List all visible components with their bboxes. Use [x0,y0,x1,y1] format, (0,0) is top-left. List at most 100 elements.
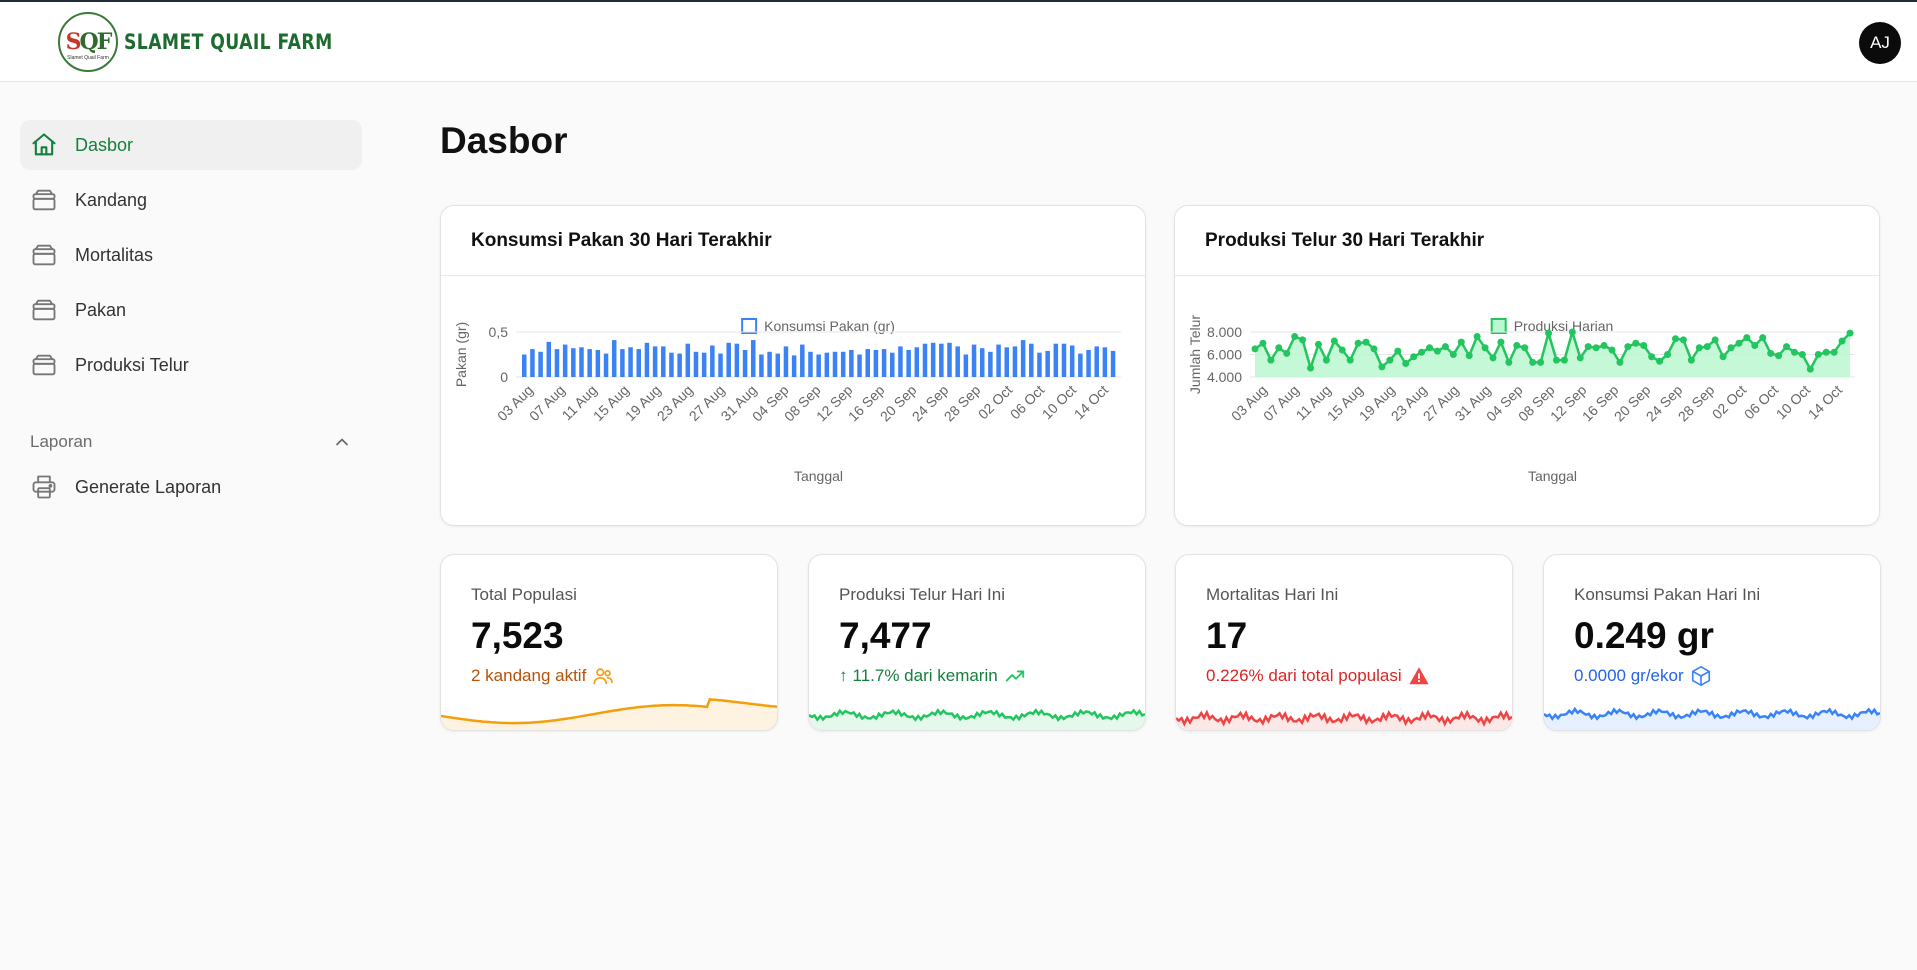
data-point[interactable] [1314,340,1322,348]
data-point[interactable] [1481,344,1489,352]
bar[interactable] [734,343,740,377]
bar[interactable] [767,351,772,377]
data-point[interactable] [1513,342,1521,349]
bar[interactable] [906,350,911,377]
data-point[interactable] [1410,353,1418,361]
data-point[interactable] [1664,351,1672,358]
bar[interactable] [849,350,854,377]
bar[interactable] [930,342,936,377]
bar[interactable] [742,350,748,377]
data-point[interactable] [1735,339,1743,347]
bar[interactable] [530,349,535,377]
bar[interactable] [587,349,592,377]
bar[interactable] [1020,340,1026,377]
data-point[interactable] [1695,344,1703,352]
bar[interactable] [1110,350,1116,377]
legend[interactable]: Produksi Harian [1490,318,1614,334]
stat-card-total-populasi[interactable]: Total Populasi 7,523 2 kandang aktif [440,554,778,731]
data-point[interactable] [1473,333,1481,340]
data-point[interactable] [1251,345,1259,353]
bar[interactable] [546,341,552,377]
sidebar-item-mortalitas[interactable]: Mortalitas [20,230,362,280]
data-point[interactable] [1537,358,1545,366]
bar[interactable] [522,354,527,378]
bar[interactable] [1069,345,1075,378]
bar[interactable] [873,350,879,377]
data-point[interactable] [1330,337,1338,345]
bar[interactable] [963,354,969,378]
bar[interactable] [718,353,723,377]
data-point[interactable] [1798,351,1806,358]
bar[interactable] [800,344,805,377]
data-point[interactable] [1307,364,1315,372]
bar[interactable] [628,347,633,377]
app-logo[interactable]: SQF Slamet Quail Farm SLAMET QUAIL FARM [58,12,378,72]
data-point[interactable] [1489,354,1497,362]
data-point[interactable] [1806,365,1814,373]
bar[interactable] [979,348,985,377]
data-point[interactable] [1529,358,1537,366]
sidebar-item-pakan[interactable]: Pakan [20,285,362,335]
sidebar-item-kandang[interactable]: Kandang [20,175,362,225]
data-point[interactable] [1703,343,1711,351]
bar[interactable] [701,352,707,377]
bar[interactable] [595,350,601,377]
data-point[interactable] [1822,348,1830,356]
bar[interactable] [775,353,781,377]
user-avatar[interactable]: AJ [1859,22,1901,64]
data-point[interactable] [1640,342,1648,349]
bar[interactable] [1078,353,1083,377]
bar[interactable] [562,344,568,377]
chevron-up-icon[interactable] [332,432,352,452]
bar[interactable] [1053,343,1059,377]
bar[interactable] [808,351,813,377]
sidebar-section-laporan[interactable]: Laporan [20,422,362,462]
legend[interactable]: Konsumsi Pakan (gr) [741,318,895,334]
bar[interactable] [1012,346,1018,377]
bar[interactable] [693,351,699,377]
bar[interactable] [620,349,625,377]
bar[interactable] [710,345,715,378]
data-point[interactable] [1505,358,1513,366]
data-point[interactable] [1775,352,1783,360]
data-point[interactable] [1267,356,1275,364]
bar[interactable] [644,342,650,377]
data-point[interactable] [1386,356,1394,364]
data-point[interactable] [1679,336,1687,344]
data-point[interactable] [1338,346,1346,354]
bar[interactable] [661,346,666,377]
data-point[interactable] [1727,344,1735,352]
bar[interactable] [898,346,903,377]
bar[interactable] [881,349,887,377]
data-point[interactable] [1632,339,1640,347]
data-point[interactable] [1394,347,1402,355]
data-point[interactable] [1759,334,1767,342]
bar[interactable] [922,343,928,377]
data-point[interactable] [1592,344,1600,352]
data-point[interactable] [1790,348,1798,356]
data-point[interactable] [1767,349,1775,357]
data-point[interactable] [1545,329,1553,337]
data-point[interactable] [1441,343,1449,351]
data-point[interactable] [1322,356,1330,364]
data-point[interactable] [1465,352,1473,360]
bar[interactable] [611,340,617,377]
stat-card-mortalitas[interactable]: Mortalitas Hari Ini 17 0.226% dari total… [1175,554,1513,731]
data-point[interactable] [1402,360,1410,367]
bar[interactable] [1037,352,1042,377]
data-point[interactable] [1838,337,1846,345]
data-point[interactable] [1433,347,1441,355]
data-point[interactable] [1648,353,1656,361]
data-point[interactable] [1299,336,1307,344]
data-point[interactable] [1354,339,1362,347]
bar[interactable] [1086,350,1091,377]
data-point[interactable] [1624,343,1632,351]
bar[interactable] [726,342,731,377]
bar[interactable] [939,343,944,377]
data-point[interactable] [1283,349,1291,357]
bar[interactable] [1045,350,1050,377]
bar[interactable] [750,340,756,377]
bar[interactable] [791,355,797,377]
data-point[interactable] [1426,344,1434,352]
bar[interactable] [677,353,682,377]
